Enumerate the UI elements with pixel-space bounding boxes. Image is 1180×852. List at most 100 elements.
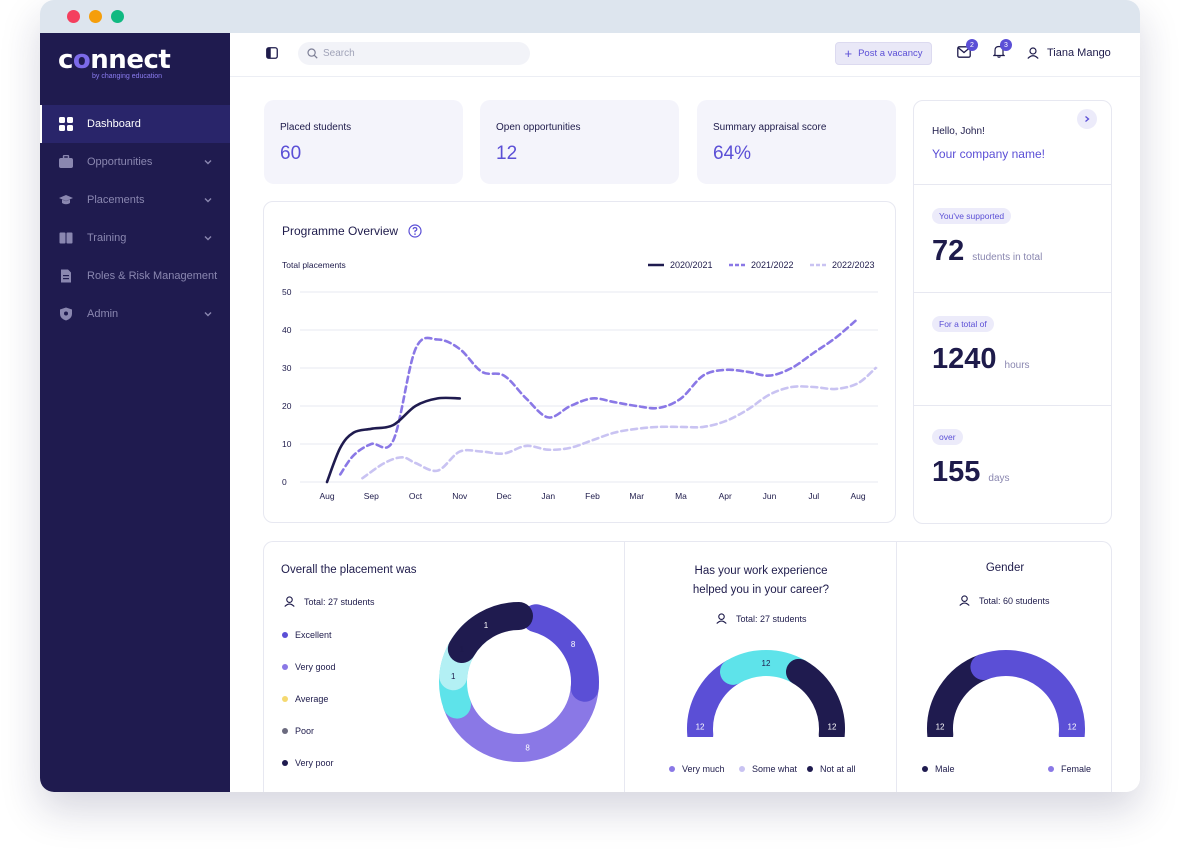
x-tick-label: Jul bbox=[808, 491, 819, 501]
x-tick-label: Ma bbox=[675, 491, 687, 501]
search-bar[interactable] bbox=[298, 42, 530, 65]
legend-average[interactable]: Average bbox=[282, 694, 328, 704]
sidebar-item-roles-risk[interactable]: Roles & Risk Management bbox=[40, 257, 230, 295]
search-icon bbox=[307, 48, 318, 59]
search-input[interactable] bbox=[323, 48, 523, 59]
series-line-2020-2021[interactable] bbox=[325, 396, 462, 484]
career-gauge-chart: 12 12 12 bbox=[687, 650, 845, 737]
series-line-2022-2023[interactable] bbox=[361, 366, 877, 480]
series-line-2021-2022[interactable] bbox=[338, 317, 860, 476]
donut-segment[interactable] bbox=[447, 602, 533, 663]
x-tick-label: Mar bbox=[629, 491, 644, 501]
segment-label: 12 bbox=[762, 659, 771, 668]
gender-total-text: Total: 60 students bbox=[979, 595, 1050, 606]
legend-line-dashed bbox=[729, 263, 745, 267]
stat-card-placed-students: Placed students 60 bbox=[264, 100, 463, 184]
maximize-window-button[interactable] bbox=[111, 10, 124, 23]
sidebar-item-placements[interactable]: Placements bbox=[40, 181, 230, 219]
divider bbox=[624, 542, 625, 792]
legend-2021-2022[interactable]: 2021/2022 bbox=[729, 260, 794, 270]
sidebar-toggle-icon[interactable] bbox=[266, 47, 278, 59]
x-tick-label: Feb bbox=[585, 491, 600, 501]
chevron-down-icon[interactable] bbox=[202, 194, 214, 206]
logo-text-prefix: c bbox=[58, 45, 73, 75]
notifications-button[interactable]: 3 bbox=[992, 39, 1012, 63]
legend-dot bbox=[669, 766, 675, 772]
info-big-number: 155 days bbox=[932, 456, 1010, 489]
info-big-number: 1240 hours bbox=[932, 343, 1030, 376]
info-pill: over bbox=[932, 429, 963, 445]
plus-icon: + bbox=[844, 46, 853, 61]
x-tick-label: Oct bbox=[409, 491, 423, 501]
minimize-window-button[interactable] bbox=[89, 10, 102, 23]
company-name[interactable]: Your company name! bbox=[932, 147, 1045, 161]
segment-label: 8 bbox=[525, 743, 530, 752]
logo[interactable]: connect by changing education bbox=[58, 45, 171, 80]
legend-dot bbox=[282, 664, 288, 670]
y-tick-label: 20 bbox=[282, 401, 292, 411]
x-tick-label: Dec bbox=[496, 491, 512, 501]
donut-segment[interactable] bbox=[522, 604, 599, 702]
chevron-down-icon[interactable] bbox=[202, 232, 214, 244]
sidebar: connect by changing education Dashboard … bbox=[40, 33, 230, 792]
legend-very-poor[interactable]: Very poor bbox=[282, 758, 334, 768]
chevron-right-icon bbox=[1085, 116, 1090, 122]
post-vacancy-label: Post a vacancy bbox=[858, 48, 923, 59]
book-icon bbox=[59, 231, 73, 245]
post-vacancy-button[interactable]: + Post a vacancy bbox=[835, 42, 932, 65]
legend-female[interactable]: Female bbox=[1048, 764, 1091, 774]
close-window-button[interactable] bbox=[67, 10, 80, 23]
legend-label: 2020/2021 bbox=[670, 260, 713, 270]
info-unit: hours bbox=[1004, 360, 1030, 371]
segment-label: 1 bbox=[460, 645, 465, 654]
career-gauge-title: Has your work experience helped you in y… bbox=[626, 562, 896, 600]
sidebar-item-dashboard[interactable]: Dashboard bbox=[40, 105, 230, 143]
legend-excellent[interactable]: Excellent bbox=[282, 630, 332, 640]
chevron-down-icon[interactable] bbox=[202, 308, 214, 320]
legend-dot bbox=[282, 760, 288, 766]
chevron-down-icon[interactable] bbox=[202, 156, 214, 168]
legend-very-much[interactable]: Very much bbox=[669, 764, 725, 774]
info-big-number: 72 students in total bbox=[932, 235, 1042, 268]
expand-panel-button[interactable] bbox=[1077, 109, 1097, 129]
legend-label: Excellent bbox=[295, 630, 332, 640]
user-menu[interactable]: Tiana Mango bbox=[1027, 47, 1111, 59]
legend-label: Average bbox=[295, 694, 329, 704]
legend-2020-2021[interactable]: 2020/2021 bbox=[648, 260, 713, 270]
supported-students-section: You've supported 72 students in total bbox=[914, 185, 1111, 293]
sidebar-item-opportunities[interactable]: Opportunities bbox=[40, 143, 230, 181]
topbar: + Post a vacancy 2 3 Tiana Mango bbox=[230, 33, 1140, 77]
gender-gauge-chart: 12 12 bbox=[927, 650, 1085, 737]
info-pill: You've supported bbox=[932, 208, 1012, 224]
gauge-segment[interactable] bbox=[970, 650, 1085, 737]
stat-label: Placed students bbox=[280, 122, 352, 133]
legend-dot bbox=[739, 766, 745, 772]
sidebar-item-training[interactable]: Training bbox=[40, 219, 230, 257]
placement-total-text: Total: 27 students bbox=[304, 596, 375, 607]
sidebar-item-admin[interactable]: Admin bbox=[40, 295, 230, 333]
sidebar-nav: Dashboard Opportunities Placements bbox=[40, 105, 230, 333]
stat-value: 60 bbox=[280, 143, 302, 164]
x-tick-label: Apr bbox=[719, 491, 732, 501]
donut-segment[interactable] bbox=[442, 673, 599, 762]
legend-dot bbox=[922, 766, 928, 772]
legend-2022-2023[interactable]: 2022/2023 bbox=[810, 260, 875, 270]
sidebar-item-label: Training bbox=[87, 232, 127, 244]
legend-poor[interactable]: Poor bbox=[282, 726, 314, 736]
legend-label: Not at all bbox=[820, 764, 856, 774]
legend-not-at-all[interactable]: Not at all bbox=[807, 764, 856, 774]
legend-some-what[interactable]: Some what bbox=[739, 764, 797, 774]
legend-male[interactable]: Male bbox=[922, 764, 955, 774]
document-icon bbox=[59, 269, 73, 283]
info-value: 1240 bbox=[932, 343, 997, 375]
user-icon bbox=[959, 595, 970, 606]
user-icon bbox=[284, 596, 295, 607]
mail-button[interactable]: 2 bbox=[957, 39, 978, 63]
chart-title: Programme Overview bbox=[282, 224, 422, 238]
legend-very-good[interactable]: Very good bbox=[282, 662, 336, 672]
help-icon[interactable] bbox=[408, 224, 422, 238]
mail-badge: 2 bbox=[966, 39, 978, 51]
stat-card-open-opportunities: Open opportunities 12 bbox=[480, 100, 679, 184]
gauge-segment[interactable] bbox=[786, 658, 845, 737]
stat-value: 12 bbox=[496, 143, 518, 164]
